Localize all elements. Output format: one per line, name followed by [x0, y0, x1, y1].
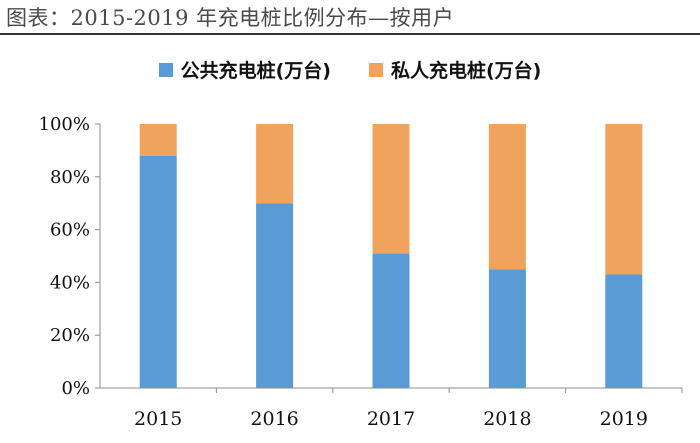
legend-item-private: 私人充电桩(万台): [369, 56, 541, 83]
legend-label-private: 私人充电桩(万台): [391, 60, 542, 82]
x-tick-label: 2019: [600, 408, 648, 430]
y-tick-label: 0%: [61, 378, 90, 399]
x-tick-label: 2015: [134, 408, 182, 430]
bar-segment-public: [372, 253, 410, 388]
legend-item-public: 公共充电桩(万台): [158, 56, 331, 83]
bar-segment-private: [256, 124, 294, 204]
legend-label-public: 公共充电桩(万台): [180, 60, 331, 82]
chart-title: 图表：2015-2019 年充电桩比例分布—按用户: [6, 6, 455, 30]
x-tick-label: 2016: [250, 408, 298, 430]
y-tick-label: 80%: [50, 167, 90, 188]
x-tick-label: 2018: [483, 408, 531, 430]
bar-segment-public: [488, 269, 526, 388]
y-tick-label: 60%: [50, 220, 90, 241]
x-tick-label: 2017: [367, 408, 415, 430]
y-tick-label: 20%: [50, 325, 90, 346]
legend: 公共充电桩(万台) 私人充电桩(万台): [0, 56, 700, 83]
bar-segment-private: [372, 124, 410, 254]
bar-segment-public: [605, 274, 643, 388]
y-tick-label: 40%: [50, 272, 90, 293]
bar-segment-private: [139, 124, 177, 156]
bar-segment-public: [256, 203, 294, 388]
legend-swatch-private: [369, 62, 383, 77]
title-divider: [0, 33, 700, 35]
bar-segment-private: [488, 124, 526, 270]
bar-segment-public: [139, 155, 177, 388]
legend-swatch-public: [158, 62, 173, 77]
y-tick-label: 100%: [39, 114, 90, 135]
bar-segment-private: [605, 124, 643, 275]
